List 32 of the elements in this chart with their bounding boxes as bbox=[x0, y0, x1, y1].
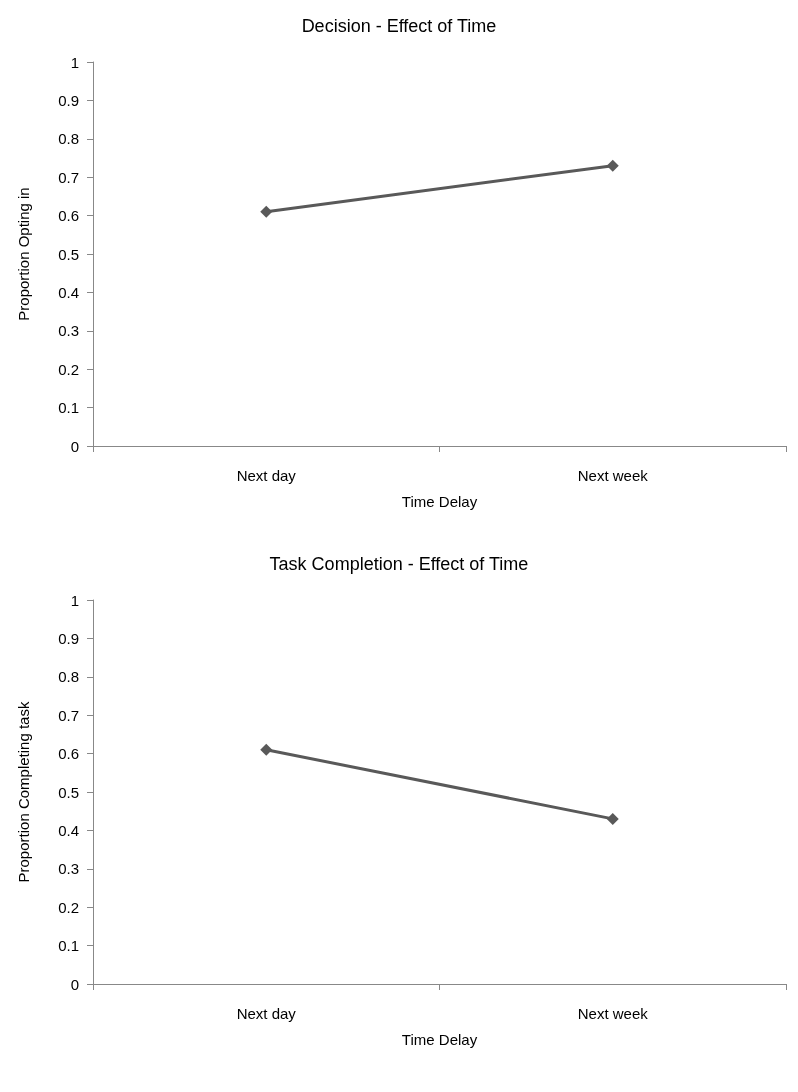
y-tick-label: 0.9 bbox=[58, 629, 79, 647]
chart-title: Decision - Effect of Time bbox=[301, 16, 497, 36]
y-tick-label: 0.5 bbox=[58, 783, 79, 801]
x-tick-label: Next week bbox=[577, 1005, 649, 1022]
y-tick-label: 0.1 bbox=[58, 937, 79, 955]
y-tick-label: 0.1 bbox=[58, 399, 79, 417]
x-axis-title: Time Delay bbox=[401, 493, 478, 510]
x-tick-label: Next day bbox=[236, 467, 297, 484]
y-tick-label: 0.7 bbox=[58, 706, 79, 724]
y-tick-label: 0.9 bbox=[58, 91, 79, 109]
chart-title: Task Completion - Effect of Time bbox=[269, 554, 529, 574]
y-tick-label: 0.6 bbox=[58, 745, 79, 763]
y-tick-label: 0.5 bbox=[58, 245, 79, 263]
y-tick-label: 1 bbox=[70, 53, 79, 71]
y-axis-title: Proportion Completing task bbox=[15, 701, 32, 883]
y-tick-label: 0 bbox=[70, 975, 79, 993]
y-tick-label: 0.3 bbox=[58, 322, 79, 340]
y-tick-label: 1 bbox=[70, 591, 79, 609]
x-tick-label: Next day bbox=[236, 1005, 297, 1022]
y-tick-label: 0.4 bbox=[58, 821, 79, 839]
y-tick-label: 0.8 bbox=[58, 668, 79, 686]
y-tick-label: 0.8 bbox=[58, 130, 79, 148]
y-tick-label: 0.2 bbox=[58, 898, 79, 916]
y-tick-label: 0.7 bbox=[58, 168, 79, 186]
x-tick-label: Next week bbox=[577, 467, 649, 484]
y-axis-title: Proportion Opting in bbox=[15, 187, 32, 321]
y-tick-label: 0.2 bbox=[58, 360, 79, 378]
y-tick-label: 0.4 bbox=[58, 283, 79, 301]
y-tick-label: 0.3 bbox=[58, 860, 79, 878]
x-axis-title: Time Delay bbox=[401, 1031, 478, 1048]
y-tick-label: 0.6 bbox=[58, 207, 79, 225]
y-tick-label: 0 bbox=[70, 437, 79, 455]
